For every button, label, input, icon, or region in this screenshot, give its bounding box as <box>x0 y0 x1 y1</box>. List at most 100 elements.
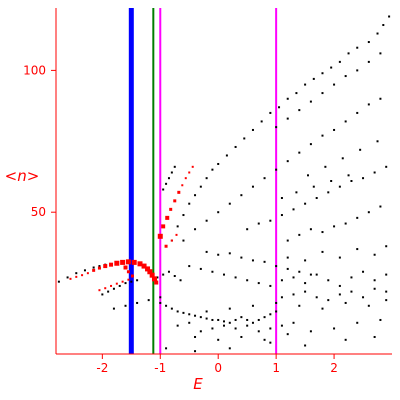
data-point <box>199 267 202 270</box>
data-point <box>246 279 249 282</box>
data-point <box>333 225 336 228</box>
x-tick-label: -2 <box>96 361 108 375</box>
vertical-lines-layer <box>128 8 278 354</box>
highlight-point <box>177 190 181 194</box>
data-point <box>333 128 336 131</box>
highlight-point <box>114 260 120 266</box>
data-point <box>228 347 231 350</box>
data-point <box>347 52 350 55</box>
data-point <box>223 320 225 323</box>
data-point <box>217 338 220 341</box>
highlight-point <box>149 272 155 278</box>
data-point <box>188 265 191 268</box>
red-points-layer <box>69 165 194 292</box>
data-point <box>304 282 307 285</box>
data-point <box>362 177 365 180</box>
data-point <box>176 324 179 327</box>
data-point <box>159 296 162 299</box>
axes-layer <box>55 8 392 355</box>
highlight-point <box>137 261 143 267</box>
data-point <box>362 270 365 273</box>
data-point <box>344 301 347 304</box>
data-point <box>173 275 176 278</box>
data-point <box>260 120 263 123</box>
data-point <box>379 97 382 100</box>
data-point <box>344 75 347 78</box>
data-point <box>257 222 260 225</box>
data-point <box>205 219 208 222</box>
data-point <box>269 219 272 222</box>
data-point <box>280 197 283 200</box>
highlight-point <box>184 177 187 180</box>
highlight-point <box>147 269 153 275</box>
data-point <box>257 282 260 285</box>
data-point <box>292 321 295 324</box>
data-point <box>321 307 324 310</box>
data-point <box>286 267 289 270</box>
data-point <box>379 205 382 208</box>
data-point <box>251 304 254 307</box>
highlight-point <box>154 280 159 285</box>
data-point <box>275 265 278 268</box>
data-point <box>211 168 214 171</box>
data-point <box>147 299 150 302</box>
data-point <box>324 165 327 168</box>
data-point <box>309 143 312 146</box>
data-point <box>309 228 312 231</box>
data-point <box>304 83 307 86</box>
data-point <box>298 270 301 273</box>
highlight-point <box>98 289 101 292</box>
data-point <box>373 287 376 290</box>
data-point <box>338 284 341 287</box>
data-point <box>367 211 370 214</box>
data-point <box>199 330 202 333</box>
data-point <box>367 60 370 63</box>
highlight-point <box>121 280 124 283</box>
x-axis-title: E <box>193 375 203 393</box>
highlight-point <box>104 287 107 290</box>
data-point <box>228 307 231 310</box>
data-point <box>188 321 191 324</box>
data-point <box>251 259 254 262</box>
data-point <box>275 126 278 129</box>
data-point <box>307 174 309 177</box>
data-point <box>182 239 185 242</box>
data-point <box>112 307 115 310</box>
data-point <box>286 160 289 163</box>
data-point <box>234 318 237 321</box>
highlight-point <box>164 244 168 248</box>
data-point <box>159 301 162 304</box>
data-point <box>344 120 347 123</box>
data-point <box>194 335 197 338</box>
data-point <box>211 327 214 330</box>
y-tick-label: 100 <box>23 63 46 77</box>
data-point <box>298 304 301 307</box>
data-point <box>205 177 208 180</box>
data-point <box>182 311 185 314</box>
data-point <box>376 32 379 35</box>
data-point <box>327 299 330 302</box>
data-point <box>350 180 353 182</box>
highlight-point <box>69 277 72 280</box>
data-point <box>275 301 278 304</box>
highlight-point <box>157 233 163 239</box>
data-point <box>280 296 283 299</box>
data-point <box>312 77 315 80</box>
data-point <box>167 177 170 180</box>
data-point <box>75 272 78 275</box>
highlight-point <box>126 270 130 274</box>
data-point <box>217 162 220 165</box>
data-point <box>379 52 382 55</box>
data-point <box>309 330 312 333</box>
data-point <box>173 165 176 168</box>
data-point <box>338 185 341 188</box>
highlight-point <box>161 224 166 229</box>
data-point <box>257 330 260 333</box>
data-point <box>280 214 283 217</box>
data-point <box>66 276 69 279</box>
data-point <box>240 194 243 197</box>
data-point <box>205 250 208 253</box>
data-point <box>228 321 231 324</box>
highlight-point <box>188 171 191 174</box>
data-point <box>83 269 86 272</box>
